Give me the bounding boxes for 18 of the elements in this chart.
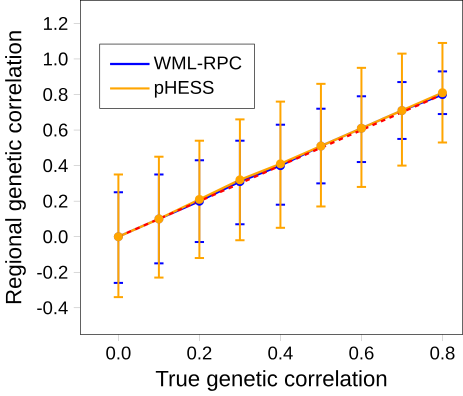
y-tick-label: 0.0 <box>43 230 68 244</box>
y-tick-label: 1.0 <box>44 52 68 66</box>
x-tick-label: 0.6 <box>349 346 374 360</box>
x-tick-label: 0.0 <box>106 346 131 360</box>
y-tick-label: 0.4 <box>43 159 68 172</box>
y-tick-label: 0.6 <box>43 124 68 137</box>
legend-label: WML-RPC <box>154 56 242 70</box>
y-tick-label: 0.2 <box>43 194 68 208</box>
y-tick-label: -0.2 <box>37 266 68 279</box>
x-tick-label: 0.8 <box>430 346 454 360</box>
x-tick-label: 0.4 <box>268 346 293 360</box>
x-axis-title: True genetic correlation <box>156 370 386 391</box>
y-tick-label: 1.2 <box>44 16 68 30</box>
y-tick-label: 0.8 <box>43 88 68 102</box>
x-tick-label: 0.2 <box>187 346 212 360</box>
y-tick-label: -0.4 <box>37 301 68 314</box>
y-axis-title: Regional genetic correlation <box>5 31 26 304</box>
legend-label: pHESS <box>154 80 214 98</box>
